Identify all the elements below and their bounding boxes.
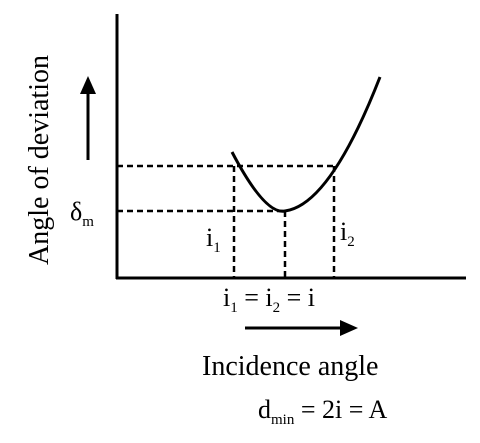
subscript: 2 — [347, 234, 355, 250]
expression: = 2i = A — [294, 395, 387, 424]
symbol: i — [340, 217, 347, 246]
subscript: 1 — [213, 240, 221, 256]
arrow-head — [80, 76, 96, 94]
y-axis-label: Angle of deviation — [24, 55, 55, 265]
symbol: d — [258, 395, 271, 424]
symbol: i — [206, 223, 213, 252]
subscript: min — [271, 412, 295, 428]
symbol: i — [223, 283, 230, 312]
equality-label: i1 = i2 = i — [223, 283, 315, 316]
delta-min-label: δm — [70, 197, 94, 230]
symbol: = i — [280, 283, 315, 312]
subscript: 2 — [273, 300, 281, 316]
i1-label: i1 — [206, 223, 221, 256]
arrow-head — [340, 320, 358, 336]
i2-label: i2 — [340, 217, 355, 250]
subscript: m — [82, 214, 94, 230]
formula-label: dmin = 2i = A — [258, 395, 387, 428]
symbol: = i — [238, 283, 273, 312]
deviation-curve — [230, 76, 382, 213]
symbol: δ — [70, 197, 82, 226]
subscript: 1 — [230, 300, 238, 316]
x-axis-label: Incidence angle — [202, 351, 378, 382]
